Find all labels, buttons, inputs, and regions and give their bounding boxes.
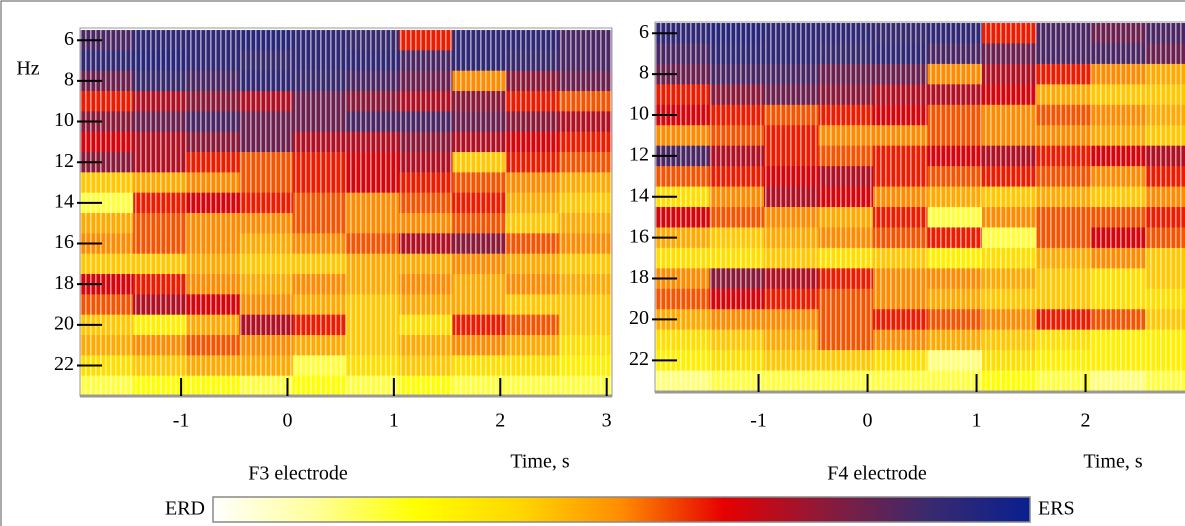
x-tick-label: 1 (972, 410, 982, 432)
y-tick-label: 6 (639, 21, 649, 43)
x-tick-label: 1 (389, 410, 399, 432)
y-tick-label: 8 (639, 62, 649, 84)
y-tick-label: 8 (64, 68, 74, 90)
x-axis-label: Time, s (1083, 451, 1143, 473)
x-tick-label: 2 (495, 410, 505, 432)
y-tick-label: 12 (629, 143, 649, 165)
y-tick-label: 12 (54, 150, 74, 172)
y-tick-label: 10 (54, 109, 74, 131)
y-tick-label: 20 (54, 312, 74, 334)
texture (655, 22, 1185, 392)
x-tick-label: -1 (750, 410, 767, 432)
colorbar-low-label: ERD (165, 498, 205, 520)
y-tick-label: 22 (629, 348, 649, 370)
y-tick-label: 18 (629, 266, 649, 288)
panel-title: F3 electrode (248, 463, 348, 485)
y-tick-label: 22 (54, 353, 74, 375)
colorbar (212, 496, 1031, 523)
y-tick-label: 10 (629, 103, 649, 125)
y-tick-label: 14 (629, 184, 649, 206)
x-tick-label: 0 (863, 410, 873, 432)
heatmap-cells (80, 28, 612, 396)
y-tick-label: 16 (54, 231, 74, 253)
x-axis-label: Time, s (510, 451, 570, 473)
x-tick-label: 3 (602, 410, 612, 432)
y-tick-label: 14 (54, 190, 74, 212)
y-axis-label: Hz (16, 58, 39, 80)
heatmap-cells (655, 22, 1185, 392)
x-tick-label: -1 (173, 410, 190, 432)
panel-title: F4 electrode (827, 463, 927, 485)
x-tick-label: 2 (1081, 410, 1091, 432)
colorbar-high-label: ERS (1038, 498, 1075, 520)
x-tick-label: 0 (282, 410, 292, 432)
texture (80, 28, 612, 396)
y-tick-label: 20 (629, 307, 649, 329)
y-tick-label: 16 (629, 225, 649, 247)
y-tick-label: 6 (64, 28, 74, 50)
y-tick-label: 18 (54, 272, 74, 294)
